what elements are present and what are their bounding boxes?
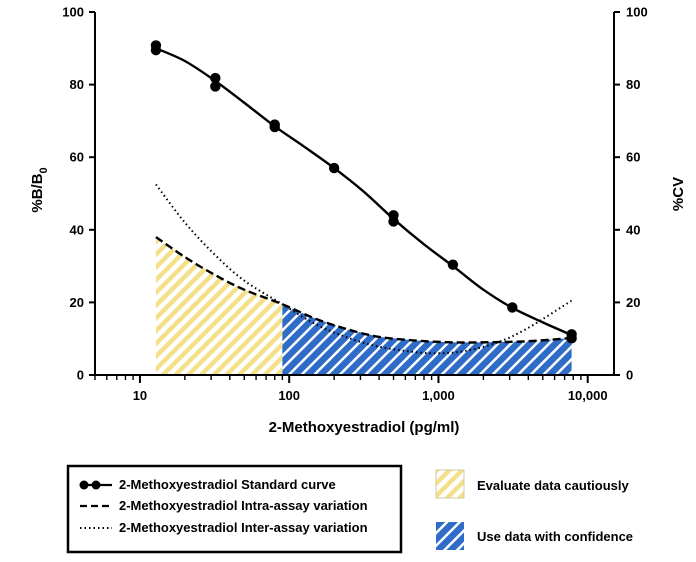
y-tick-label: 80 xyxy=(70,77,84,92)
legend-label-inter-assay: 2-Methoxyestradiol Inter-assay variation xyxy=(119,520,368,535)
data-point xyxy=(210,81,221,92)
legend-label-intra-assay: 2-Methoxyestradiol Intra-assay variation xyxy=(119,498,368,513)
region-label-caution: Evaluate data cautiously xyxy=(477,478,629,493)
data-point xyxy=(447,259,459,270)
y2-tick-label: 0 xyxy=(626,368,633,383)
x-tick-label: 10,000 xyxy=(568,388,608,403)
region-caution xyxy=(155,237,283,375)
y-tick-label: 20 xyxy=(70,295,84,310)
y2-axis-title: %CV xyxy=(670,177,687,211)
y-tick-label: 40 xyxy=(70,222,84,237)
y-tick-label: 60 xyxy=(70,150,84,165)
data-point xyxy=(210,72,221,84)
y-axis-title-main: %B/B xyxy=(29,173,46,212)
y-axis-title: %B/B0 xyxy=(29,167,50,212)
legend: 2-Methoxyestradiol Standard curve 2-Meth… xyxy=(66,464,403,554)
y-tick-label: 100 xyxy=(62,5,84,20)
legend-marker-standard-right xyxy=(91,480,101,490)
legend-marker-standard-left xyxy=(79,480,89,490)
x-tick-label: 1,000 xyxy=(422,388,455,403)
data-point xyxy=(507,302,518,313)
region-swatch-confidence xyxy=(436,522,464,550)
data-point xyxy=(328,162,340,174)
y-tick-label: 0 xyxy=(77,368,84,383)
x-tick-label: 10 xyxy=(133,388,147,403)
region-swatch-caution xyxy=(435,469,465,499)
x-tick-label: 100 xyxy=(278,388,300,403)
x-axis-title: 2-Methoxyestradiol (pg/ml) xyxy=(269,419,460,436)
series-intra-assay-line xyxy=(155,236,572,344)
y2-tick-label: 40 xyxy=(626,222,640,237)
series-standard-curve-line xyxy=(155,47,573,337)
y2-tick-label: 20 xyxy=(626,295,640,310)
legend-box xyxy=(66,464,403,554)
series xyxy=(150,40,577,355)
legend-label-standard-curve: 2-Methoxyestradiol Standard curve xyxy=(119,477,336,492)
data-point xyxy=(269,121,280,133)
shaded-regions xyxy=(155,237,572,375)
y2-tick-label: 60 xyxy=(626,150,640,165)
region-legend: Evaluate data cautiously Use data with c… xyxy=(435,469,633,550)
y2-tick-label: 100 xyxy=(626,5,648,20)
series-inter-assay-line xyxy=(155,183,573,355)
region-label-confidence: Use data with confidence xyxy=(477,529,633,544)
data-point xyxy=(150,40,162,51)
axes: 0 20 40 60 80 100 0 20 40 60 80 100 10 100 1,000 10,000 xyxy=(62,5,647,404)
y2-tick-label: 80 xyxy=(626,77,640,92)
y-axis-title-subscript: 0 xyxy=(38,167,50,173)
region-confidence xyxy=(282,304,572,375)
data-point xyxy=(388,216,399,227)
